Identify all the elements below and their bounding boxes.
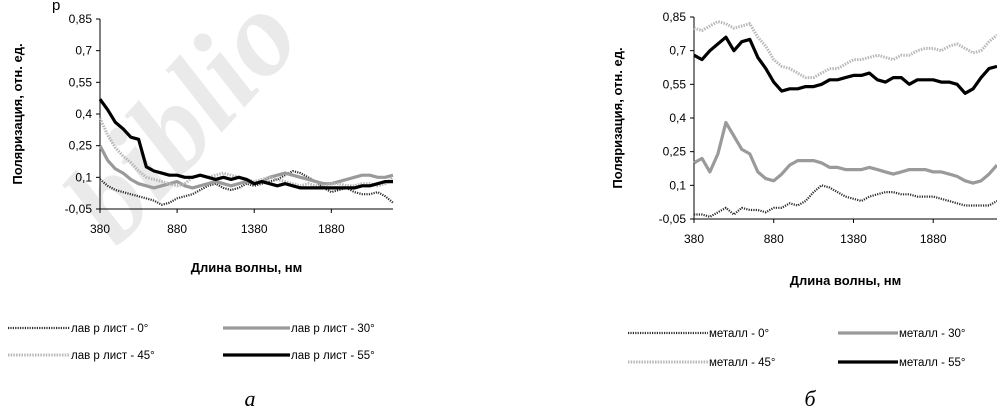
legend-label: лав р лист - 30° (291, 323, 375, 335)
y-tick-label: -0,05 (659, 212, 687, 226)
chart-panel-a: -0,05 0,1 0,25 0,4 0,55 0,7 0,85 380 880 1380 1880… (8, 12, 394, 411)
y-tick-label: 0,25 (663, 145, 687, 159)
panel-letter: б (804, 386, 816, 411)
y-tick-label: 0,55 (69, 75, 93, 89)
series-line-1 (98, 144, 394, 190)
x-axis-label: Длина волны, нм (191, 260, 303, 275)
legend-label: металл - 0° (709, 328, 769, 340)
x-tick-label: 380 (90, 222, 110, 236)
y-axis-label: Поляризация, отн. ед. (610, 47, 625, 188)
y-tick-label: 0,4 (669, 111, 686, 125)
legend-label: лав р лист - 45° (71, 350, 155, 362)
y-tick-label: 0,1 (669, 178, 686, 192)
series-line-0 (694, 184, 997, 218)
panel-letter: а (245, 386, 256, 411)
y-tick-label: 0,7 (669, 44, 686, 58)
y-axis-label: Поляризация, отн. ед. (10, 43, 25, 184)
x-tick-label: 1880 (920, 232, 947, 246)
x-tick-label: 880 (764, 232, 784, 246)
y-tick-label: 0,85 (69, 12, 93, 26)
series-line-2 (693, 20, 997, 80)
legend-label: металл - 55° (899, 357, 965, 369)
x-tick-label: 1380 (840, 232, 867, 246)
y-tick-label: 0,7 (75, 44, 92, 58)
series-line-3 (693, 35, 997, 95)
legend-label: металл - 45° (709, 357, 775, 369)
y-tick-label: 0,85 (663, 10, 687, 24)
y-tick-label: -0,05 (65, 202, 93, 216)
x-tick-label: 880 (167, 222, 187, 236)
legend-label: лав р лист - 55° (291, 350, 375, 362)
y-tick-label: 0,55 (663, 77, 687, 91)
legend-label: металл - 30° (899, 328, 965, 340)
x-axis-label: Длина волны, нм (790, 273, 902, 288)
y-tick-label: 0,1 (75, 170, 92, 184)
series-line-1 (693, 120, 997, 185)
x-tick-label: 380 (684, 232, 704, 246)
series-line-3 (98, 98, 393, 190)
y-tick-label: 0,4 (75, 107, 92, 121)
y-tick-label: 0,25 (69, 139, 93, 153)
page-fragment: р (52, 0, 60, 14)
chart-panel-b: -0,05 0,1 0,25 0,4 0,55 0,7 0,85 380 880 1380 1880… (610, 10, 997, 411)
x-tick-label: 1880 (318, 222, 345, 236)
legend-label: лав р лист - 0° (71, 323, 148, 335)
x-tick-label: 1380 (241, 222, 268, 236)
